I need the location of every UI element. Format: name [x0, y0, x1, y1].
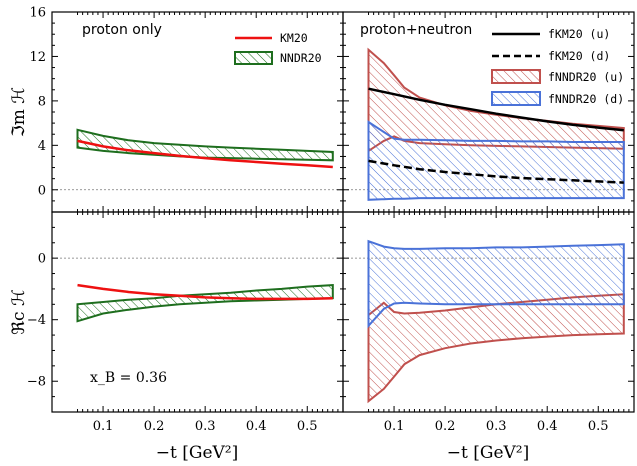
panel-title-proton-neutron: proton+neutron: [360, 22, 472, 38]
x-tick-label: 0.4: [246, 419, 267, 434]
x-tick-label: 0.2: [435, 419, 456, 434]
y-tick-label: −8: [27, 375, 46, 390]
legend-swatch-fnndr20-u: [491, 69, 541, 84]
legend-label-fnndr20-u: fNNDR20 (u): [548, 70, 624, 84]
x-tick-label: 0.1: [384, 419, 405, 434]
x-tick-label: 0.1: [93, 419, 114, 434]
line-fkm20-d-top-right: [368, 159, 624, 184]
legend-label-fkm20-u: fKM20 (u): [548, 27, 610, 41]
y-tick-label: 4: [38, 139, 46, 154]
legend-swatch-fnndr20-d: [491, 91, 541, 106]
panel-title-proton-only: proton only: [82, 22, 162, 38]
line-km20-bottom-left: [77, 283, 333, 301]
x-axis-title-right: −t [GeV²]: [447, 443, 529, 463]
x-axis-title-left: −t [GeV²]: [156, 443, 238, 463]
legend-label-nndr20: NNDR20: [280, 51, 322, 65]
line-fkm20-u-top-right: [368, 87, 624, 132]
central-lines: [77, 87, 624, 301]
x-tick-label: 0.3: [486, 419, 507, 434]
y-tick-label: 0: [38, 252, 46, 267]
legend-proton-only: KM20 NNDR20: [234, 31, 322, 65]
band-nndr20-top-left: [76, 128, 334, 162]
y-tick-label: 12: [29, 50, 46, 65]
x-tick-label: 0.3: [195, 419, 216, 434]
legend-label-fnndr20-d: fNNDR20 (d): [548, 92, 624, 106]
tick-labels: 0 4 8 12 16 0.1 0.2 0.3 0.4 0.5 −8 −4 0 0.1 0.2 0.3 0.4 0…: [27, 6, 609, 435]
uncertainty-bands: [76, 47, 625, 404]
y-tick-label: −4: [27, 313, 46, 328]
xb-annotation: x_B = 0.36: [90, 370, 167, 386]
band-fnndr20-u-bottom-right: [367, 293, 625, 404]
y-tick-label: 8: [38, 94, 46, 109]
legend-swatch-nndr20: [234, 51, 273, 65]
y-axis-title-imaginary: ℑm ℋ: [9, 87, 29, 137]
y-tick-label: 16: [29, 6, 46, 21]
legend-proton-neutron: fKM20 (u) fKM20 (d) fNNDR20 (u) fNNDR20 …: [491, 27, 624, 106]
axes: [51, 11, 635, 413]
x-tick-label: 0.2: [144, 419, 165, 434]
y-axis-title-real: ℜc ℋ: [9, 289, 29, 335]
legend-label-km20: KM20: [280, 31, 308, 45]
axes-frame-bottom-right: [342, 211, 635, 413]
line-km20-top-left: [77, 139, 333, 169]
band-fnndr20-d-bottom-right: [367, 239, 625, 329]
legend-label-fkm20-d: fKM20 (d): [548, 49, 610, 63]
y-tick-label: 0: [38, 183, 46, 198]
x-tick-label: 0.5: [588, 419, 609, 434]
x-tick-label: 0.5: [297, 419, 318, 434]
x-tick-label: 0.4: [537, 419, 558, 434]
